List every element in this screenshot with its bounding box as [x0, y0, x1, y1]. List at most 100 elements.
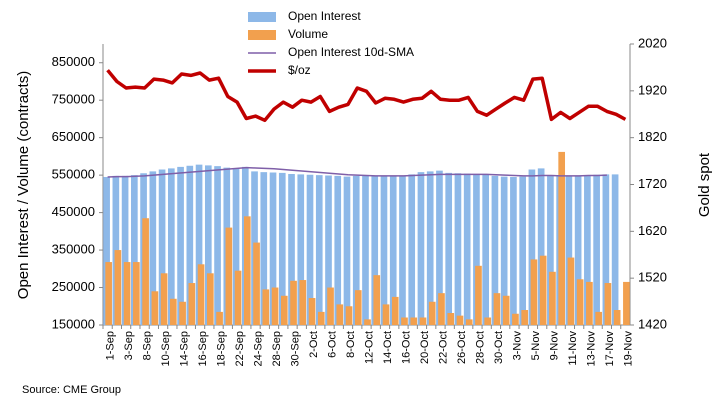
bar	[123, 262, 131, 325]
bar	[297, 174, 305, 325]
y2-tick-label: 1420	[638, 316, 667, 331]
x-tick-label: 6-Oct	[326, 331, 338, 358]
bar	[438, 293, 445, 325]
bar	[334, 175, 342, 325]
bar	[105, 262, 112, 325]
bar	[362, 175, 369, 325]
y2-tick-label: 2020	[638, 35, 667, 50]
y-tick-label: 750000	[52, 92, 95, 107]
bar	[547, 175, 554, 325]
legend-swatch	[248, 30, 276, 40]
bar	[512, 313, 519, 325]
bar	[290, 280, 297, 325]
y-tick-label: 450000	[52, 204, 95, 219]
bar	[345, 306, 353, 325]
bar	[475, 265, 482, 325]
bar	[352, 175, 360, 325]
bar	[593, 174, 600, 325]
bar	[530, 259, 538, 325]
bar	[343, 176, 351, 325]
bar	[204, 165, 212, 325]
bar	[288, 174, 295, 325]
y2-tick-label: 1520	[638, 270, 667, 285]
bar	[399, 175, 406, 325]
bar	[417, 172, 425, 325]
legend-label: Open Interest 10d-SMA	[288, 45, 414, 59]
bar	[327, 287, 334, 325]
bar	[623, 281, 630, 325]
bar	[447, 313, 455, 325]
y-tick-label: 150000	[52, 316, 95, 331]
bar	[419, 317, 427, 325]
x-tick-label: 11-Nov	[567, 331, 579, 366]
bar	[510, 177, 517, 325]
x-tick-label: 8-Oct	[345, 331, 357, 358]
x-tick-label: 28-Sep	[271, 331, 283, 366]
bar	[186, 165, 194, 325]
bar	[207, 273, 214, 325]
bar	[521, 310, 529, 325]
y2-tick-label: 1620	[638, 223, 667, 238]
y2-axis-label: Gold spot	[696, 152, 713, 217]
bar	[565, 175, 573, 325]
bar	[364, 319, 371, 325]
bar	[195, 164, 203, 325]
bar	[336, 304, 344, 325]
y2-tick-label: 1820	[638, 129, 667, 144]
bar	[243, 216, 251, 325]
x-tick-label: 16-Oct	[400, 331, 412, 364]
bar	[262, 289, 270, 325]
x-tick-label: 10-Sep	[160, 331, 172, 366]
bar	[482, 174, 490, 325]
bar	[197, 264, 205, 325]
bar	[179, 301, 186, 325]
bar	[463, 173, 471, 325]
legend-label: Volume	[288, 27, 328, 41]
bar	[465, 319, 473, 325]
legend-label: $/oz	[288, 63, 311, 77]
bar	[234, 270, 242, 325]
y-tick-label: 350000	[52, 242, 95, 257]
bar	[574, 175, 582, 325]
x-tick-label: 16-Sep	[197, 331, 209, 366]
bar	[611, 174, 619, 325]
bar	[306, 174, 314, 325]
bar	[325, 175, 332, 325]
bar	[188, 283, 196, 325]
y-tick-label: 550000	[52, 167, 95, 182]
bar	[454, 173, 462, 325]
bar	[271, 287, 279, 325]
bar	[456, 315, 464, 325]
line	[106, 69, 627, 123]
bar	[299, 280, 307, 325]
x-tick-label: 22-Sep	[234, 331, 246, 366]
bar	[371, 175, 379, 325]
bar	[436, 170, 443, 325]
bar	[308, 298, 316, 325]
bar	[549, 271, 556, 325]
x-tick-label: 3-Nov	[511, 331, 523, 361]
bar	[493, 293, 501, 325]
bar	[253, 242, 260, 325]
bar	[500, 176, 508, 325]
x-tick-label: 9-Nov	[548, 331, 560, 361]
y2-tick-label: 1720	[638, 176, 667, 191]
x-tick-label: 30-Oct	[493, 331, 505, 364]
bar	[519, 176, 526, 325]
bar	[502, 295, 510, 325]
bar	[280, 295, 288, 325]
x-tick-label: 20-Oct	[419, 331, 431, 364]
bar	[391, 296, 399, 325]
bar	[232, 168, 240, 325]
bar	[426, 171, 434, 325]
bar	[151, 291, 159, 325]
bar	[401, 317, 408, 325]
bar	[142, 218, 149, 325]
bar	[160, 273, 168, 325]
bar	[558, 151, 566, 325]
bar	[103, 177, 110, 325]
bar	[133, 262, 140, 325]
bar	[539, 255, 547, 325]
bar	[380, 175, 388, 325]
